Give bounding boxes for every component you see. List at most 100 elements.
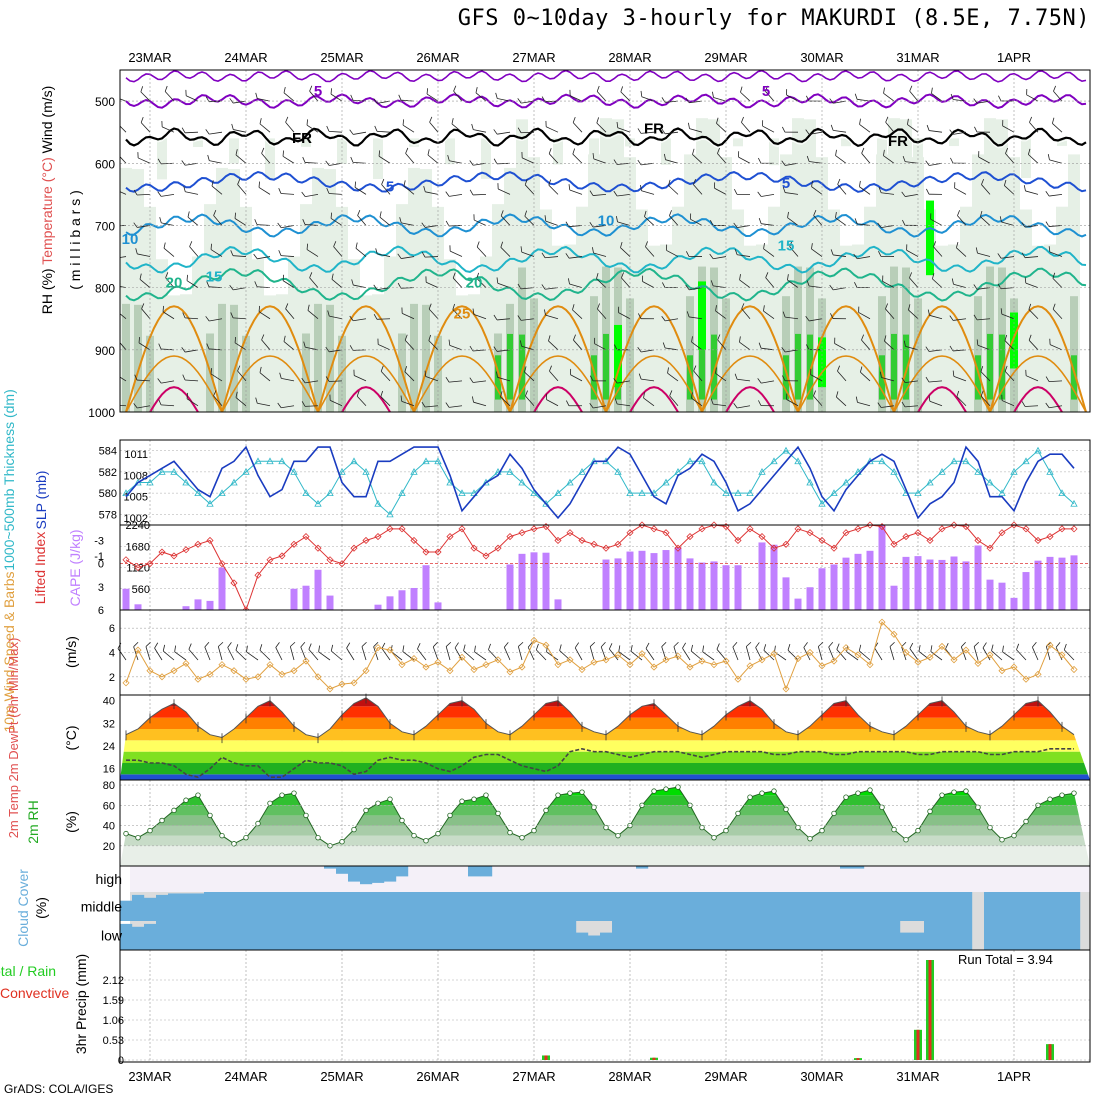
upper-wind-barb: [304, 405, 319, 407]
cloud-bar: [768, 892, 781, 921]
cloud-bar: [240, 921, 253, 950]
thickness-point: [686, 457, 694, 465]
upper-wind-barb-flag: [517, 315, 522, 321]
wind10m-point: [146, 667, 154, 675]
upper-wind-barb: [645, 246, 655, 257]
upper-wind-barb-flag: [116, 305, 117, 311]
cape-bar: [398, 590, 406, 610]
upper-wind-barb: [449, 345, 463, 351]
upper-wind-barb: [954, 187, 967, 195]
upper-wind-barb-flag: [183, 185, 186, 192]
rh2m-point: [291, 790, 297, 796]
upper-wind-barb-flag: [135, 248, 138, 255]
upper-wind-barb-flag: [717, 334, 721, 341]
upper-wind-barb: [333, 246, 343, 257]
temp-band: [120, 751, 1090, 763]
rh2m-point: [195, 792, 201, 798]
li-point: [530, 525, 538, 533]
cloud-bar: [192, 893, 205, 921]
cloud-bar: [468, 921, 481, 950]
upper-wind-barb-flag: [548, 179, 552, 186]
upper-wind-barb-flag: [181, 160, 186, 166]
temp-contour-25: [797, 305, 895, 412]
wind10m-barb: [527, 647, 535, 661]
chart-title: GFS 0~10day 3-hourly for MAKURDI (8.5E, …: [457, 6, 1090, 31]
upper-wind-barb-flag: [186, 274, 188, 281]
upper-wind-barb: [475, 92, 487, 102]
li-point: [122, 556, 130, 564]
upper-wind-barb: [909, 90, 919, 102]
wind10m-barb: [474, 651, 487, 661]
upper-wind-barb-flag: [427, 149, 430, 156]
upper-wind-barb-flag: [901, 377, 906, 383]
upper-wind-barb-flag: [110, 254, 113, 259]
slp-tick-label: 1002: [124, 513, 148, 525]
temp-contour-30: [125, 355, 223, 412]
upper-wind-barb: [520, 131, 535, 134]
contour-label: 25: [454, 306, 471, 323]
upper-wind-barb-flag: [306, 243, 309, 250]
upper-wind-barb-flag: [1004, 365, 1008, 372]
li-point: [758, 533, 766, 541]
cloud-bar: [444, 892, 457, 921]
rh-shade-light: [636, 209, 648, 412]
upper-wind-barb-flag: [837, 178, 841, 185]
upper-wind-barb-flag: [739, 274, 741, 280]
wind10m-barb-flag: [154, 642, 159, 649]
rh-shade-upper: [265, 138, 275, 180]
li-point: [482, 552, 490, 560]
upper-wind-barb: [452, 309, 463, 320]
upper-wind-barb-flag: [373, 314, 378, 320]
date-label-bottom: 24MAR: [224, 1069, 267, 1084]
li-point: [626, 529, 634, 537]
rh2m-point: [531, 827, 537, 834]
upper-wind-barb: [737, 225, 751, 229]
cloud-bar: [384, 921, 397, 950]
wind10m-barb: [259, 649, 271, 661]
wind10m-barb-flag: [991, 644, 994, 651]
temp-contour-35: [629, 386, 679, 412]
upper-wind-barb-flag: [829, 98, 834, 104]
upper-wind-barb-flag: [278, 187, 282, 194]
upper-wind-barb: [1001, 400, 1015, 407]
upper-wind-barb-flag: [662, 342, 666, 349]
wind10m-point: [1046, 641, 1054, 649]
temp-band: [120, 740, 1090, 752]
wind10m-point: [374, 644, 382, 652]
cloud-bar: [792, 921, 805, 950]
wind10m-barb: [1055, 647, 1063, 661]
cloud-bar: [456, 892, 469, 921]
upper-wind-barb-flag: [303, 341, 306, 348]
rh-shade-upper: [481, 138, 491, 179]
cloud-bar: [900, 892, 913, 921]
thickness-point: [434, 457, 442, 465]
wind10m-barb-flag: [275, 642, 280, 648]
slp-panel-bg: [120, 440, 1090, 525]
upper-wind-barb-flag: [159, 217, 162, 223]
upper-wind-barb: [809, 285, 823, 289]
date-label-top: 29MAR: [704, 50, 747, 65]
upper-wind-barb: [741, 308, 751, 319]
wind10m-point: [542, 641, 550, 649]
upper-wind-barb-flag: [861, 147, 865, 154]
wind10m-point: [194, 675, 202, 683]
wind10m-point: [566, 656, 574, 664]
rh-shade-mid: [242, 335, 250, 412]
rh-shade-green: [603, 333, 609, 400]
upper-wind-barb-flag: [616, 121, 619, 128]
upper-wind-barb: [713, 256, 727, 260]
li-tick-label: -3: [94, 535, 104, 547]
upper-wind-barb: [980, 371, 991, 382]
upper-wind-barb-flag: [998, 95, 1002, 102]
thickness-point: [974, 468, 982, 475]
wind10m-point: [482, 661, 490, 669]
cape-tick-label: 2240: [126, 520, 150, 532]
upper-wind-barb: [353, 99, 367, 102]
cloud-bar: [888, 921, 901, 950]
wind10m-point: [410, 655, 418, 663]
rh-shade-mid: [230, 304, 238, 412]
thickness-point: [1010, 468, 1018, 475]
upper-wind-barb-flag: [237, 178, 241, 185]
cloud-bar: [432, 892, 445, 921]
upper-wind-barb: [1004, 371, 1015, 382]
